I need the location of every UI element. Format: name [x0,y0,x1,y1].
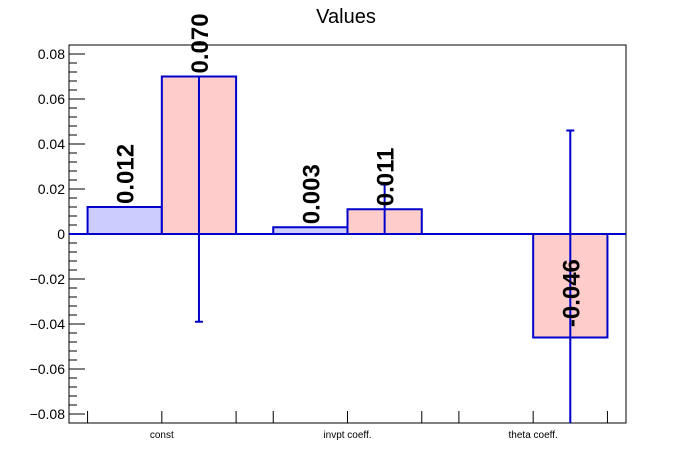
x-category-label: const [150,430,174,441]
y-tick-label: 0.08 [38,46,65,62]
x-category-label: theta coeff. [509,430,558,441]
data-labels: 0.012 0.003 0.070 0.011 -0.046 [113,13,586,327]
y-axis: −0.08 −0.06 −0.04 −0.02 0 0.02 0.04 0.06 0.08 [30,44,85,424]
y-tick-label: −0.02 [30,271,66,287]
data-label: 0.011 [373,148,400,207]
bars [86,75,609,339]
data-label: 0.012 [113,144,140,204]
y-tick-label: 0.04 [38,136,65,152]
y-tick-label: −0.06 [30,361,66,377]
x-category-label: invpt coeff. [323,430,371,441]
data-label: 0.003 [298,164,325,224]
bar-series1 [272,226,349,235]
data-label: -0.046 [558,259,585,327]
data-label: 0.070 [187,13,214,73]
y-tick-label: −0.04 [30,316,66,332]
y-tick-label: −0.08 [30,406,66,422]
y-tick-label: 0.06 [38,91,65,107]
y-tick-label: 0.02 [38,181,65,197]
bar-series1 [86,206,163,235]
error-bars [194,75,575,423]
y-tick-label: 0 [57,226,65,242]
x-axis: const invpt coeff. theta coeff. [87,411,627,441]
chart-title: Values [316,6,376,28]
